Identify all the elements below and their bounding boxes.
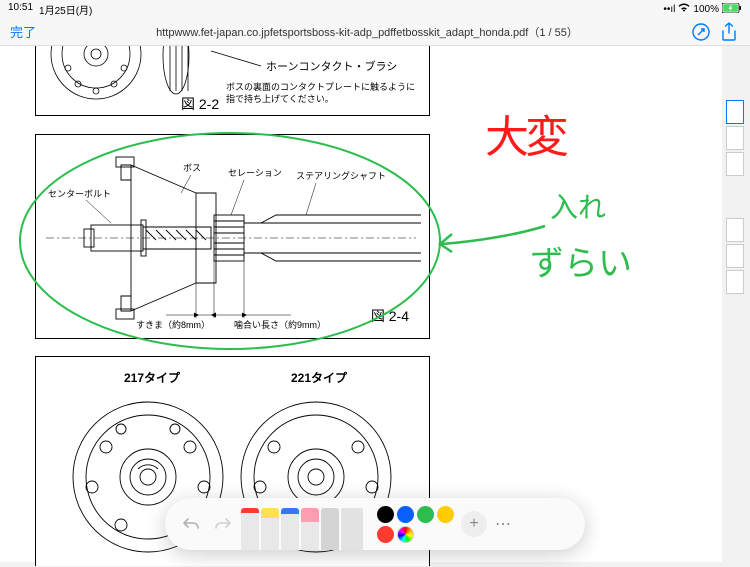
label-engage: 噛合い長さ（約9mm） [234, 320, 326, 332]
note-text: ボスの裏面のコンタクトプレートに触るように [226, 82, 415, 94]
color-swatch[interactable] [437, 506, 454, 523]
thumb-page[interactable] [726, 152, 744, 176]
pdf-page: 図 2-2 ホーンコンタクト・ブラシ ボスの裏面のコンタクトプレートに触るように… [0, 46, 722, 562]
pdf-content[interactable]: 図 2-2 ホーンコンタクト・ブラシ ボスの裏面のコンタクトプレートに触るように… [0, 46, 722, 562]
tool-marker[interactable] [261, 508, 279, 550]
fig-label: 図 2-4 [371, 306, 409, 326]
tool-ruler[interactable] [341, 508, 363, 550]
label-serration: セレーション [228, 168, 282, 180]
note-text: 指で持ち上げてください。 [226, 94, 334, 106]
page-thumbnails[interactable] [726, 100, 746, 296]
wifi-icon [678, 3, 690, 15]
thumb-page[interactable] [726, 244, 744, 268]
tool-pen[interactable] [241, 508, 259, 550]
tool-pencil[interactable] [281, 508, 299, 550]
color-picker [377, 506, 457, 543]
thumb-page[interactable] [726, 270, 744, 294]
label-shaft: ステアリングシャフト [296, 171, 386, 183]
done-button[interactable]: 完了 [10, 22, 50, 41]
status-date: 1月25日(月) [39, 2, 92, 17]
color-swatch[interactable] [377, 526, 394, 543]
document-title: httpwww.fet-japan.co.jpfetsportsboss-kit… [50, 24, 684, 40]
tool-lasso[interactable] [321, 508, 339, 550]
pdf-header: 完了 httpwww.fet-japan.co.jpfetsportsboss-… [0, 18, 750, 46]
color-swatch[interactable] [417, 506, 434, 523]
color-rainbow[interactable] [397, 526, 414, 543]
markup-toolbar: + ⋯ [165, 498, 585, 550]
battery-icon [722, 3, 742, 16]
redo-button[interactable] [209, 510, 237, 538]
tool-eraser[interactable] [301, 508, 319, 550]
thumb-page[interactable] [726, 100, 744, 124]
fig-label: 図 2-2 [181, 94, 219, 114]
callout-text: ホーンコンタクト・ブラシ [266, 60, 397, 74]
tool-picker [241, 498, 363, 550]
markup-icon[interactable] [690, 21, 712, 43]
annotation-red: 大変 [485, 101, 565, 165]
figure-2-4: センターボルト ボス セレーション ステアリングシャフト すきま（約8mm） 噛… [35, 134, 430, 339]
more-button[interactable]: ⋯ [491, 514, 515, 534]
signal-icon: ••ıl [663, 4, 675, 15]
annotation-green: ずらい [530, 236, 632, 285]
thumb-page[interactable] [726, 126, 744, 150]
battery-pct: 100% [693, 4, 719, 15]
label-gap: すきま（約8mm） [136, 320, 210, 332]
color-swatch[interactable] [377, 506, 394, 523]
thumb-page[interactable] [726, 218, 744, 242]
color-swatch[interactable] [397, 506, 414, 523]
status-time: 10:51 [8, 2, 33, 17]
add-button[interactable]: + [461, 511, 487, 537]
figure-2-2: 図 2-2 ホーンコンタクト・ブラシ ボスの裏面のコンタクトプレートに触るように… [35, 46, 430, 116]
label-boss: ボス [183, 163, 201, 175]
annotation-green: 入れ [550, 186, 606, 226]
label-centerbolt: センターボルト [48, 189, 111, 201]
undo-button[interactable] [177, 510, 205, 538]
share-icon[interactable] [718, 21, 740, 43]
status-bar: 10:51 1月25日(月) ••ıl 100% [0, 0, 750, 18]
